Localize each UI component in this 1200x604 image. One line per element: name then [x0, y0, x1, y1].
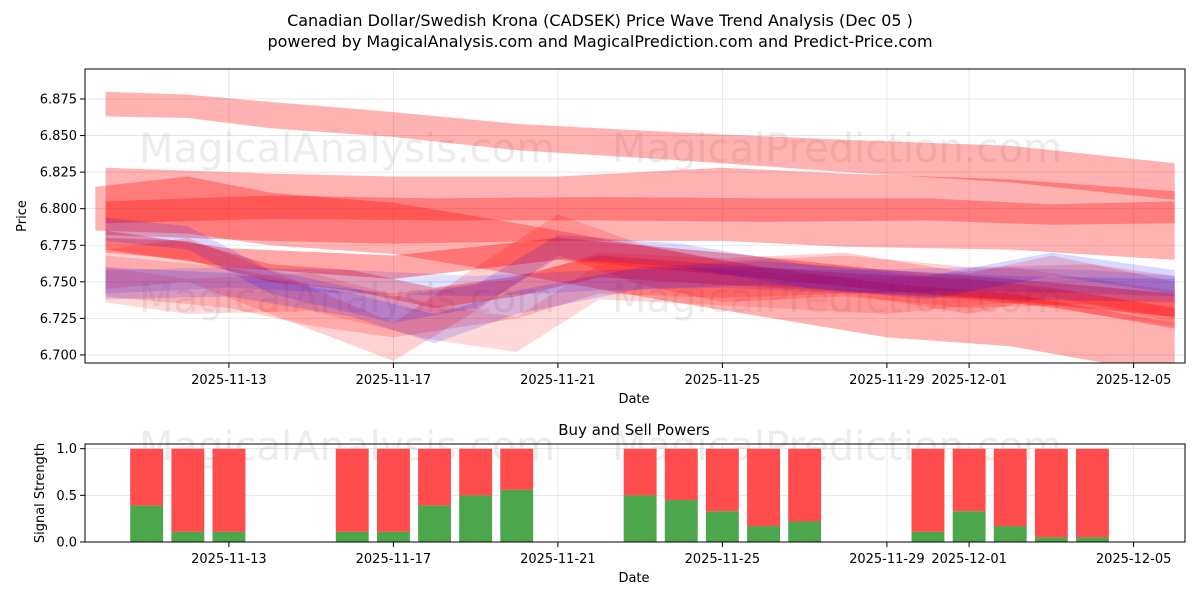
buy-bar: [1034, 537, 1068, 542]
buy-bar: [788, 521, 822, 542]
sell-bar: [418, 448, 451, 506]
watermark-magical-analysis-lower: MagicalAnalysis.com: [139, 276, 555, 322]
buy-bar: [377, 531, 410, 542]
buy-bar: [952, 511, 986, 542]
buy-bar: [1076, 537, 1109, 542]
price-y-tick-label: 6.750: [40, 275, 77, 290]
signal-x-tick-label: 2025-12-01: [931, 552, 1007, 567]
price-x-tick-label: 2025-11-17: [356, 373, 432, 388]
buy-bar: [459, 495, 493, 542]
signal-x-tick-label: 2025-11-13: [191, 552, 267, 567]
buy-bar: [911, 531, 945, 542]
sell-bar: [747, 448, 780, 527]
sell-bar: [705, 448, 739, 512]
price-x-axis-label: Date: [618, 392, 649, 407]
sell-bar: [911, 448, 945, 532]
price-grid: [85, 69, 1185, 363]
watermark-magical-prediction: MagicalPrediction.com: [612, 126, 1062, 172]
price-x-ticks: 2025-11-13 2025-11-17 2025-11-21 2025-11-25…: [191, 363, 1171, 388]
watermark-magical-prediction-lower: MagicalPrediction.com: [612, 276, 1062, 322]
wave-band-wave-dark-falling: [105, 237, 1175, 329]
sell-bar: [171, 448, 205, 532]
wave-band-wave-blue-c: [105, 267, 1175, 297]
wave-band-wave-upper-broad: [105, 167, 1175, 260]
wave-band-wave-jagged-c: [105, 264, 1175, 352]
buy-sell-title: Buy and Sell Powers: [558, 421, 710, 439]
sell-bar: [459, 448, 493, 496]
price-y-ticks: 6.700 6.725 6.750 6.775 6.800 6.825 6.850 6.875: [40, 92, 85, 363]
signal-y-axis-label: Signal Strength: [33, 443, 48, 543]
signal-y-tick-label: 1.0: [56, 442, 77, 457]
price-y-tick-label: 6.700: [40, 348, 77, 363]
price-y-tick-label: 6.800: [40, 202, 77, 217]
price-x-tick-label: 2025-12-01: [931, 373, 1007, 388]
price-axes-frame: [84, 68, 1186, 364]
sell-bar: [377, 448, 410, 532]
price-y-tick-label: 6.775: [40, 239, 77, 254]
sell-bar: [993, 448, 1027, 527]
sell-bar: [1076, 448, 1109, 538]
signal-y-tick-label: 0.5: [56, 489, 77, 504]
signal-x-tick-label: 2025-12-05: [1096, 552, 1172, 567]
sell-bar: [335, 448, 369, 532]
wave-band-wave-jagged-b: [105, 252, 1175, 338]
sell-bar: [952, 448, 986, 512]
wave-band-wave-dark-core: [105, 230, 1175, 317]
sell-bar: [500, 448, 534, 490]
signal-y-tick-label: 0.0: [56, 536, 77, 551]
buy-bar: [212, 531, 246, 542]
signal-x-tick-label: 2025-11-17: [356, 552, 432, 567]
buy-bar: [171, 531, 205, 542]
price-x-tick-label: 2025-11-13: [191, 373, 267, 388]
buy-bar: [335, 531, 369, 542]
price-x-tick-label: 2025-12-05: [1096, 373, 1172, 388]
sell-bar: [212, 448, 246, 532]
buy-bar: [130, 505, 164, 542]
buy-bar: [664, 500, 698, 542]
price-x-tick-label: 2025-11-25: [685, 373, 761, 388]
signal-watermarks: MagicalAnalysis.com MagicalPrediction.co…: [139, 424, 1062, 470]
signal-y-ticks: 0.0 0.5 1.0: [56, 442, 85, 551]
buy-bar: [705, 511, 739, 542]
signal-x-ticks: 2025-11-13 2025-11-17 2025-11-21 2025-11-25…: [191, 542, 1171, 567]
price-wave-bands: [95, 91, 1175, 363]
price-y-axis-label: Price: [15, 200, 30, 232]
wave-band-wave-blue-a: [105, 217, 1175, 323]
signal-x-tick-label: 2025-11-25: [685, 552, 761, 567]
price-y-tick-label: 6.875: [40, 92, 77, 107]
price-y-tick-label: 6.850: [40, 129, 77, 144]
buy-bar: [500, 489, 534, 542]
price-wave-panel: MagicalAnalysis.com MagicalPrediction.co…: [15, 68, 1186, 407]
price-y-tick-label: 6.825: [40, 166, 77, 181]
signal-bars: [130, 448, 1109, 542]
signal-x-axis-label: Date: [618, 571, 649, 586]
signal-axes-frame: [84, 443, 1186, 543]
price-x-tick-label: 2025-11-21: [520, 373, 596, 388]
wave-band-wave-mid-descending: [95, 176, 1175, 363]
signal-x-tick-label: 2025-11-29: [849, 552, 925, 567]
sell-bar: [623, 448, 657, 496]
buy-bar: [418, 505, 451, 542]
buy-bar: [747, 526, 780, 542]
price-y-tick-label: 6.725: [40, 312, 77, 327]
price-watermarks: MagicalAnalysis.com MagicalPrediction.co…: [139, 126, 1062, 322]
price-x-tick-label: 2025-11-29: [849, 373, 925, 388]
signal-x-tick-label: 2025-11-21: [520, 552, 596, 567]
wave-band-wave-blue-b: [105, 261, 1175, 344]
buy-bar: [993, 526, 1027, 542]
wave-band-wave-top: [105, 91, 1175, 200]
watermark-magical-analysis: MagicalAnalysis.com: [139, 126, 555, 172]
wave-band-wave-upper-narrow: [105, 195, 1175, 225]
wave-band-wave-jagged-a: [105, 214, 1175, 361]
buy-bar: [623, 495, 657, 542]
sell-bar: [1034, 448, 1068, 538]
buy-sell-panel: Buy and Sell Powers MagicalAnalysis.com …: [33, 421, 1186, 586]
sell-bar: [130, 448, 164, 506]
chart-title-line2: powered by MagicalAnalysis.com and Magic…: [267, 32, 932, 51]
sell-bar: [788, 448, 822, 522]
chart-title-line1: Canadian Dollar/Swedish Krona (CADSEK) P…: [287, 11, 913, 30]
sell-bar: [664, 448, 698, 500]
